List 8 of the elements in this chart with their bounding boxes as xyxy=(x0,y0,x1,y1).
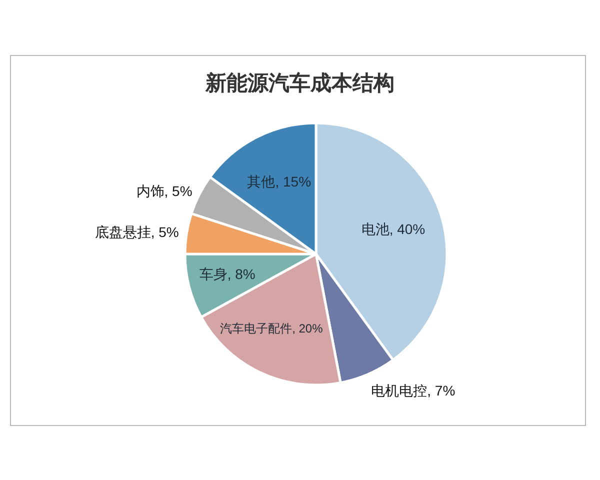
slice-label: 汽车电子配件, 20% xyxy=(220,321,324,336)
slice-label: 底盘悬挂, 5% xyxy=(94,224,179,240)
slice-label: 车身, 8% xyxy=(199,266,256,282)
slice-label: 电机电控, 7% xyxy=(371,382,456,398)
chart-title: 新能源汽车成本结构 xyxy=(204,71,394,95)
slice-label: 电池, 40% xyxy=(361,220,426,237)
slice-label: 其他, 15% xyxy=(247,174,312,190)
slice-label: 内饰, 5% xyxy=(136,182,192,199)
